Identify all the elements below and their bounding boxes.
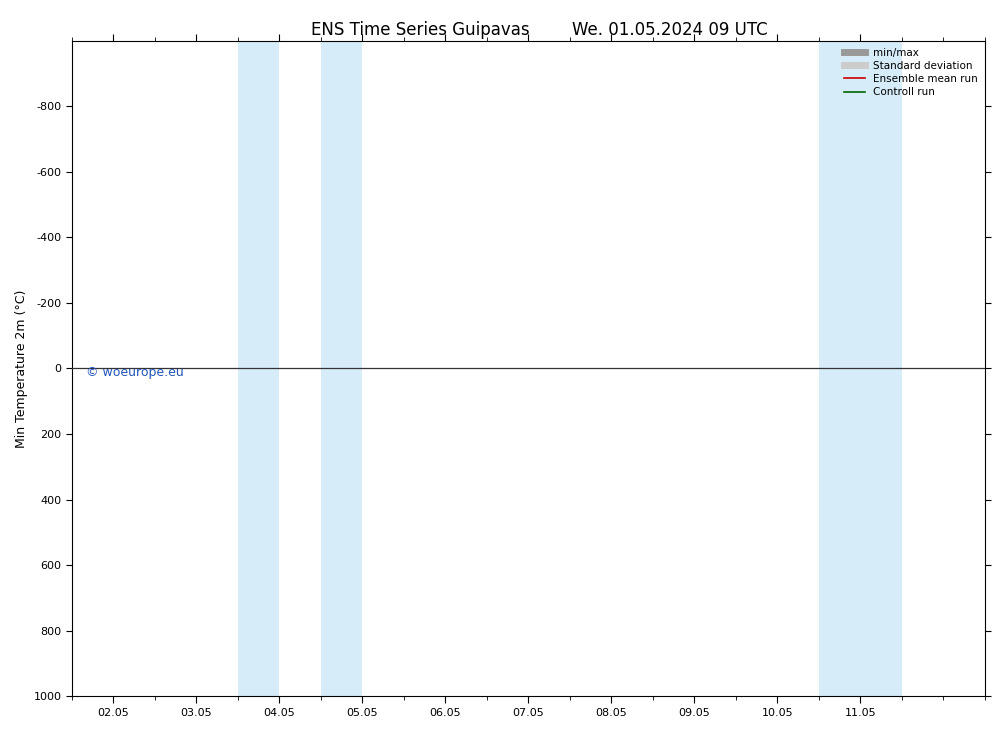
Bar xyxy=(819,40,902,696)
Text: ENS Time Series Guipavas: ENS Time Series Guipavas xyxy=(311,21,529,39)
Legend: min/max, Standard deviation, Ensemble mean run, Controll run: min/max, Standard deviation, Ensemble me… xyxy=(840,44,982,101)
Text: We. 01.05.2024 09 UTC: We. 01.05.2024 09 UTC xyxy=(572,21,768,39)
Bar xyxy=(238,40,279,696)
Text: © woeurope.eu: © woeurope.eu xyxy=(86,366,183,380)
Y-axis label: Min Temperature 2m (°C): Min Temperature 2m (°C) xyxy=(15,290,28,448)
Bar xyxy=(321,40,362,696)
